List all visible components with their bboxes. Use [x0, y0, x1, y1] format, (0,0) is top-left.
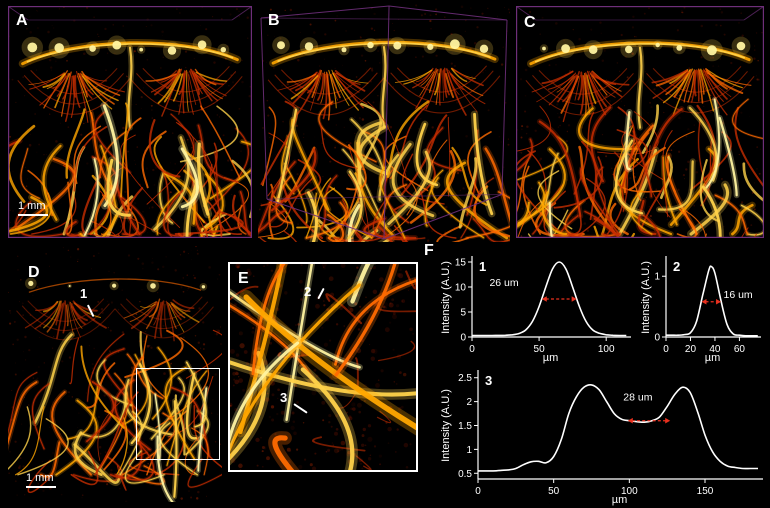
fwhm-label: 16 um: [724, 289, 753, 301]
x-tick-label: 0: [475, 486, 481, 497]
x-axis-label: µm: [543, 352, 559, 364]
scale-bar-d: 1 mm: [26, 472, 56, 489]
x-tick-label: 150: [697, 486, 714, 497]
y-tick-label: 0.5: [458, 469, 472, 480]
panel-a: A 1 mm: [8, 6, 252, 238]
panel-e-image: [230, 264, 416, 470]
fwhm-label: 28 um: [623, 392, 652, 404]
y-tick-label: 15: [455, 258, 467, 269]
y-tick-label: 1: [466, 445, 472, 456]
panel-label-b: B: [268, 12, 281, 29]
panel-b-image: [258, 4, 510, 242]
panel-label-f: F: [424, 242, 435, 259]
x-axis-label: µm: [705, 352, 721, 364]
y-tick-label: 5: [460, 308, 466, 319]
panel-label-a: A: [16, 12, 29, 29]
x-tick-label: 60: [734, 344, 746, 355]
x-tick-label: 50: [534, 344, 546, 355]
y-tick-label: 2.5: [458, 373, 472, 384]
y-tick-label: 10: [455, 283, 467, 294]
intensity-plot-1: 0 50 100 0 5 10 15 µm Intensity (A.U.) 1 26 um: [438, 252, 636, 364]
x-tick-label: 0: [663, 344, 669, 355]
scale-bar-a: 1 mm: [18, 200, 48, 217]
marker-3: 3: [280, 390, 288, 405]
intensity-plot-1-svg: 0 50 100 0 5 10 15 µm Intensity (A.U.) 126 um: [438, 252, 636, 364]
panel-d: D 1 1 mm: [8, 246, 222, 502]
intensity-plot-2: 0 20 40 60 0 1 µm Intensity (A.U.) 2 16 um: [638, 252, 766, 364]
x-tick-label: 100: [621, 486, 638, 497]
x-tick-label: 40: [709, 344, 721, 355]
panel-label-e: E: [238, 270, 250, 287]
panel-a-image: [8, 6, 252, 238]
panel-c-image: [516, 6, 764, 238]
y-tick-label: 1: [654, 272, 660, 283]
plot-number: 3: [485, 373, 492, 388]
panel-label-d: D: [28, 264, 41, 281]
x-tick-label: 100: [598, 344, 615, 355]
panel-c: C: [516, 6, 764, 238]
y-axis-label: Intensity (A.U.): [440, 261, 452, 334]
plot-number: 2: [673, 259, 680, 274]
roi-box: [136, 368, 220, 460]
fwhm-label: 26 um: [489, 277, 518, 289]
panel-label-c: C: [524, 14, 537, 31]
x-tick-label: 0: [469, 344, 475, 355]
y-tick-label: 0: [460, 333, 466, 344]
panel-e: E 2 3: [228, 262, 418, 472]
plot-number: 1: [479, 259, 486, 274]
x-tick-label: 20: [685, 344, 697, 355]
panel-d-image: [8, 246, 222, 502]
y-tick-label: 0: [654, 333, 660, 344]
y-axis-label: Intensity (A.U.): [440, 389, 452, 462]
marker-1: 1: [80, 286, 88, 301]
x-axis-label: µm: [612, 494, 628, 506]
y-tick-label: 1.5: [458, 421, 472, 432]
y-axis-label: Intensity (A.U.): [640, 261, 652, 334]
panel-b: B: [258, 4, 510, 242]
intensity-plot-2-svg: 0 20 40 60 0 1 µm Intensity (A.U.) 2 16 um: [638, 252, 766, 364]
intensity-plot-3: 0 50 100 150 0.5 1 1.5 2 2.5 µm Intensity (A.U.) 3 2…: [438, 366, 768, 506]
marker-2: 2: [304, 284, 312, 299]
intensity-plot-3-svg: 0 50 100 150 0.5 1 1.5 2 2.5 µm Intensity (A.U.) 3 2…: [438, 366, 768, 506]
x-tick-label: 50: [548, 486, 560, 497]
y-tick-label: 2: [466, 397, 472, 408]
